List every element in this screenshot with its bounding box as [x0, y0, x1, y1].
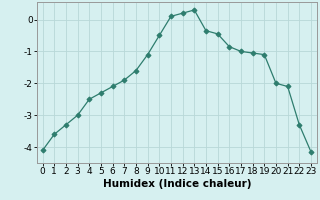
X-axis label: Humidex (Indice chaleur): Humidex (Indice chaleur): [102, 179, 251, 189]
